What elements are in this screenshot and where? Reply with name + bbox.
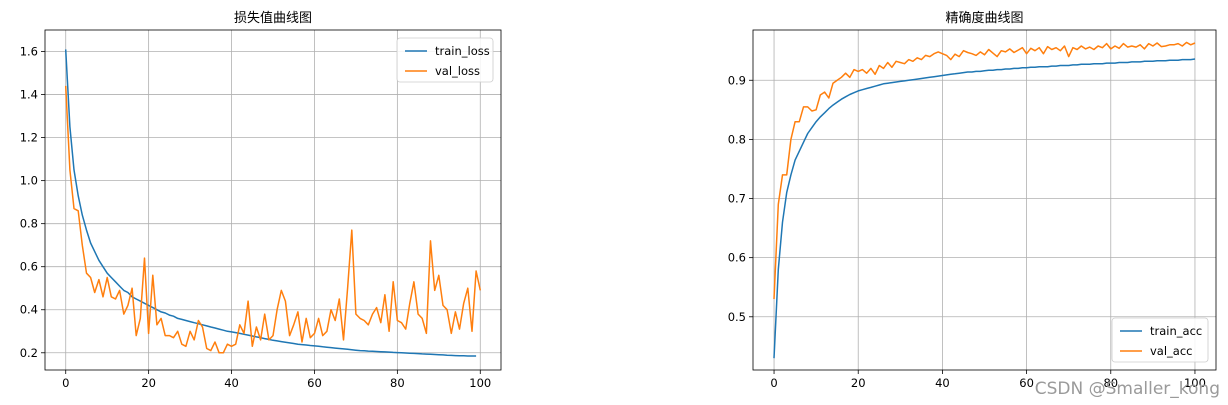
- legend-label: train_acc: [1150, 324, 1202, 338]
- chart-title: 精确度曲线图: [945, 10, 1023, 26]
- y-tick-label: 0.6: [728, 251, 746, 265]
- loss-chart: 损失值曲线图 0 20 40 60 80 100 0.2 0.4 0.6 0.8 1.0 1.2 1.4 1…: [20, 10, 502, 390]
- x-tick-label: 20: [851, 376, 866, 390]
- legend: train_acc val_acc: [1111, 317, 1209, 363]
- watermark-text: CSDN @Smaller_kong: [1035, 379, 1220, 399]
- x-tick-label: 0: [770, 376, 777, 390]
- y-tick-label: 1.4: [20, 88, 38, 102]
- plot-frame: [44, 29, 502, 371]
- x-tick-label: 100: [469, 376, 491, 390]
- y-tick-label: 0.7: [728, 192, 746, 206]
- x-tick-label: 80: [1103, 376, 1118, 390]
- x-tick-label: 40: [224, 376, 239, 390]
- y-tick-label: 0.8: [20, 217, 38, 231]
- legend: train_loss val_loss: [396, 37, 494, 83]
- x-tick-label: 60: [307, 376, 322, 390]
- plot-frame: [752, 29, 1217, 371]
- series-line-val-loss: [64, 85, 482, 354]
- x-tick-label: 100: [1184, 376, 1206, 390]
- legend-label: train_loss: [435, 44, 490, 58]
- legend-label: val_acc: [1150, 344, 1193, 358]
- series-line-train-loss: [64, 49, 477, 357]
- y-tick-label: 0.9: [728, 73, 746, 87]
- accuracy-chart: 精确度曲线图 0 20 40 60 80 100 0.5 0.6 0.7 0.8 0.9 train_a…: [728, 10, 1217, 390]
- x-tick-label: 0: [62, 376, 69, 390]
- x-tick-label: 20: [141, 376, 156, 390]
- y-tick-label: 0.4: [20, 303, 38, 317]
- chart-title: 损失值曲线图: [234, 10, 312, 26]
- y-tick-label: 1.6: [20, 45, 38, 59]
- y-tick-label: 0.8: [728, 132, 746, 146]
- legend-label: val_loss: [435, 64, 480, 78]
- y-tick-label: 0.5: [728, 310, 746, 324]
- y-tick-label: 1.0: [20, 174, 38, 188]
- series-line-val-acc: [773, 41, 1196, 300]
- x-tick-label: 40: [935, 376, 950, 390]
- series-line-train-acc: [773, 58, 1196, 359]
- x-tick-label: 80: [390, 376, 405, 390]
- x-tick-label: 60: [1019, 376, 1034, 390]
- y-tick-label: 0.2: [20, 346, 38, 360]
- y-tick-label: 0.6: [20, 260, 38, 274]
- y-tick-label: 1.2: [20, 131, 38, 145]
